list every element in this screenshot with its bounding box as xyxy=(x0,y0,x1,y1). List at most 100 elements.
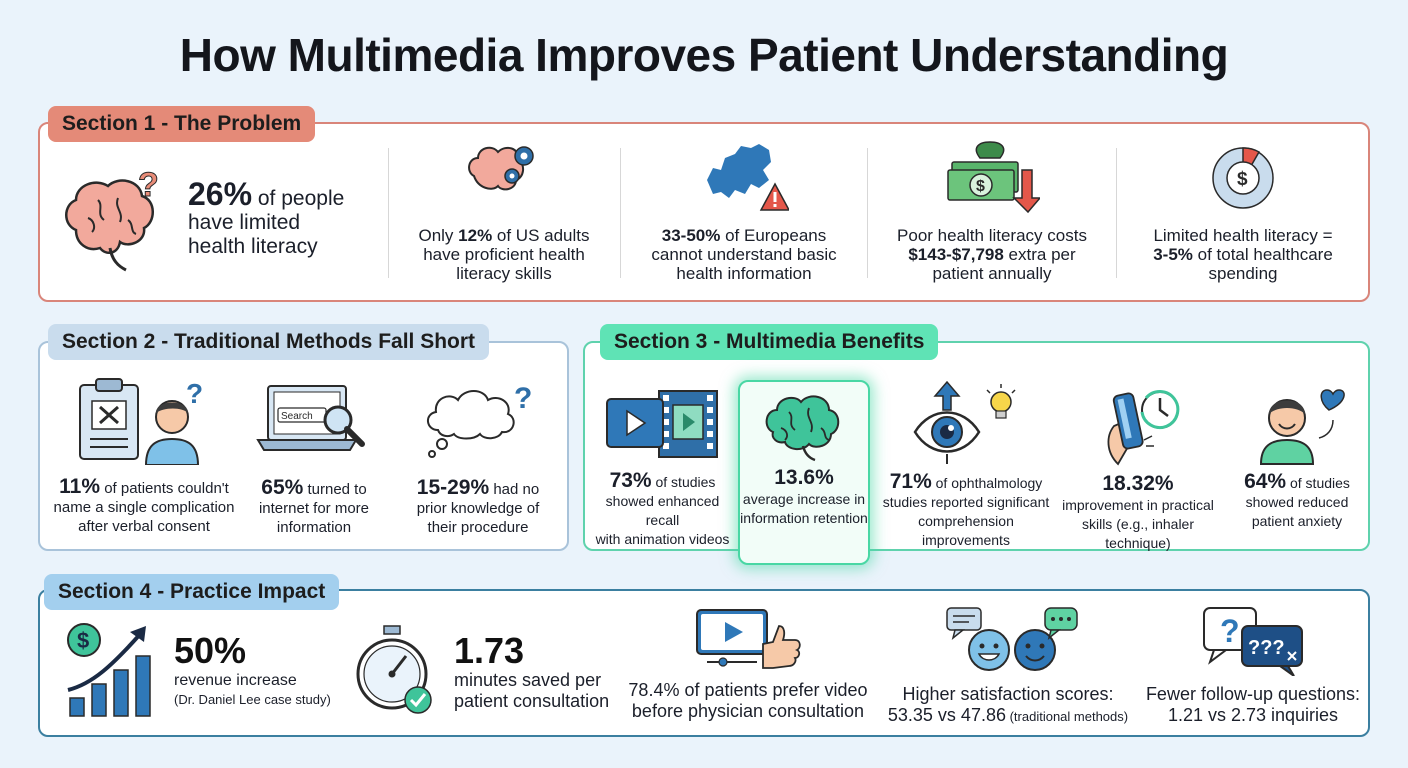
s3-item-recall: 73% of studies showed enhanced recall wi… xyxy=(590,385,735,549)
s2-text: had no xyxy=(489,481,540,498)
s2-text: prior knowledge of xyxy=(416,500,540,517)
brain-gears-icon xyxy=(468,146,534,191)
s2-text: turned to xyxy=(303,481,367,498)
s3-text: comprehension improvements xyxy=(918,513,1014,548)
s1-text: Only xyxy=(418,226,459,245)
search-label: Search xyxy=(281,411,313,422)
s1-item-spending: $ Limited health literacy = 3-5% of tota… xyxy=(1120,140,1366,283)
s1-text: of total healthcare xyxy=(1192,245,1333,264)
happy-person-heart-icon xyxy=(1259,389,1345,465)
stopwatch-check-icon xyxy=(356,625,432,714)
s4-text: before physician consultation xyxy=(631,701,865,721)
s4-item-revenue: $ 50% revenue increase (Dr. Daniel Lee c… xyxy=(62,620,352,720)
s1-item-costs: $ Poor health literacy costs $143-$7,798… xyxy=(871,140,1113,283)
s2-item-complication: ? 11% of patients couldn't name a single… xyxy=(46,375,242,536)
s2-text: after verbal consent xyxy=(78,518,210,535)
s2-text: their procedure xyxy=(427,519,529,536)
section-1-tag: Section 1 - The Problem xyxy=(48,106,316,142)
s1-text: literacy skills xyxy=(456,264,552,283)
s1-text: spending xyxy=(1208,264,1278,283)
s3-text: of studies xyxy=(651,474,716,490)
divider xyxy=(1116,148,1117,278)
s3-text: of studies xyxy=(1286,475,1350,491)
thought-cloud-question-icon: ? xyxy=(427,382,532,458)
s2-text: internet for more xyxy=(258,500,370,517)
dollar-growth-chart-icon: $ xyxy=(67,623,151,717)
s3-text: with animation videos xyxy=(595,531,730,547)
section-3-tag: Section 3 - Multimedia Benefits xyxy=(600,324,939,360)
video-film-icon xyxy=(605,390,718,458)
section-4-tag: Section 4 - Practice Impact xyxy=(44,574,340,610)
clipboard-confused-person-icon: ? xyxy=(79,378,203,465)
s4-text: Higher satisfaction scores: xyxy=(902,684,1114,704)
s1-text: of people xyxy=(252,187,345,210)
s3-item-retention: 13.6% average increase in information re… xyxy=(740,390,868,528)
s2-stat-15-29: 15-29% xyxy=(416,476,490,499)
svg-text:$: $ xyxy=(976,178,985,195)
s4-item-prefer-video: 78.4% of patients prefer video before ph… xyxy=(626,606,870,722)
europe-warning-icon xyxy=(707,144,789,211)
s1-text: of Europeans xyxy=(720,226,827,245)
s4-text: revenue increase xyxy=(174,672,297,689)
divider xyxy=(388,148,389,278)
section-2-tag: Section 2 - Traditional Methods Fall Sho… xyxy=(48,324,490,360)
s1-text: patient annually xyxy=(932,264,1052,283)
s1-stat-3-5: 3-5% xyxy=(1153,245,1193,264)
s1-text: cannot understand basic xyxy=(651,245,837,264)
s3-item-ophthalmology: 71% of ophthalmology studies reported si… xyxy=(876,380,1056,550)
brain-question-icon: ? xyxy=(65,170,159,272)
s2-item-prior-knowledge: ? 15-29% had no prior knowledge of their… xyxy=(398,378,558,537)
s1-text: of US adults xyxy=(492,226,590,245)
s2-stat-65: 65% xyxy=(261,476,304,499)
s4-text: 1.21 vs 2.73 inquiries xyxy=(1167,705,1339,725)
s4-text: (Dr. Daniel Lee case study) xyxy=(174,692,331,707)
s4-item-satisfaction: Higher satisfaction scores: 53.35 vs 47.… xyxy=(878,604,1138,727)
svg-text:?: ? xyxy=(514,382,532,415)
s3-text: information retention xyxy=(740,510,868,526)
divider xyxy=(620,148,621,278)
svg-text:?: ? xyxy=(186,378,203,409)
s4-stat-50: 50% xyxy=(174,630,247,671)
s1-item-limited-literacy: ? 26% of people have limited health lite… xyxy=(58,170,378,280)
s1-item-us-adults: Only 12% of US adults have proficient he… xyxy=(392,140,616,283)
svg-text:???: ??? xyxy=(1248,637,1285,659)
s2-text: name a single complication xyxy=(53,499,235,516)
s3-text: showed enhanced recall xyxy=(605,493,720,528)
divider xyxy=(867,148,868,278)
s2-text: information xyxy=(276,519,352,536)
s1-text: health literacy xyxy=(188,235,318,258)
section-1-panel xyxy=(38,122,1370,302)
svg-text:$: $ xyxy=(1237,169,1248,190)
s3-text: skills (e.g., inhaler technique) xyxy=(1081,516,1195,551)
laptop-search-icon: Search xyxy=(256,385,365,451)
s3-text: improvement in practical xyxy=(1062,497,1214,513)
s2-item-internet: Search 65% turned to internet for more i… xyxy=(244,378,384,537)
s4-stat-1-73: 1.73 xyxy=(454,630,525,671)
s1-stat-26: 26% xyxy=(188,176,253,212)
s1-stat-33-50: 33-50% xyxy=(661,226,721,245)
svg-text:$: $ xyxy=(77,628,89,653)
s3-stat-71: 71% xyxy=(889,470,932,493)
inhaler-clock-icon xyxy=(1107,390,1180,466)
s2-text: of patients couldn't xyxy=(100,480,229,497)
s1-text: Limited health literacy = xyxy=(1153,226,1333,245)
brain-icon xyxy=(765,395,840,462)
money-down-icon: $ xyxy=(947,141,1040,214)
s1-stat-cost: $143-$7,798 xyxy=(908,245,1004,264)
s4-text: Fewer follow-up questions: xyxy=(1145,684,1361,704)
s3-stat-18-32: 18.32% xyxy=(1102,472,1174,495)
s1-item-europeans: 33-50% of Europeans cannot understand ba… xyxy=(624,140,864,283)
s2-stat-11: 11% xyxy=(59,475,101,498)
s3-text: of ophthalmology xyxy=(931,475,1043,491)
s4-item-minutes-saved: 1.73 minutes saved per patient consultat… xyxy=(352,624,622,724)
svg-text:?: ? xyxy=(138,170,159,204)
s4-text: 78.4% of patients prefer video xyxy=(628,680,868,700)
s3-item-anxiety: 64% of studies showed reduced patient an… xyxy=(1230,380,1364,531)
s3-stat-73: 73% xyxy=(609,469,652,492)
s1-text: have proficient health xyxy=(423,245,585,264)
video-thumbs-up-icon xyxy=(696,609,801,669)
s1-text: extra per xyxy=(1003,245,1076,264)
s3-stat-64: 64% xyxy=(1244,470,1287,493)
s3-stat-13-6: 13.6% xyxy=(774,466,834,489)
s4-item-follow-up: ? ??? Fewer follow-up questions: 1.21 vs… xyxy=(1140,604,1366,726)
